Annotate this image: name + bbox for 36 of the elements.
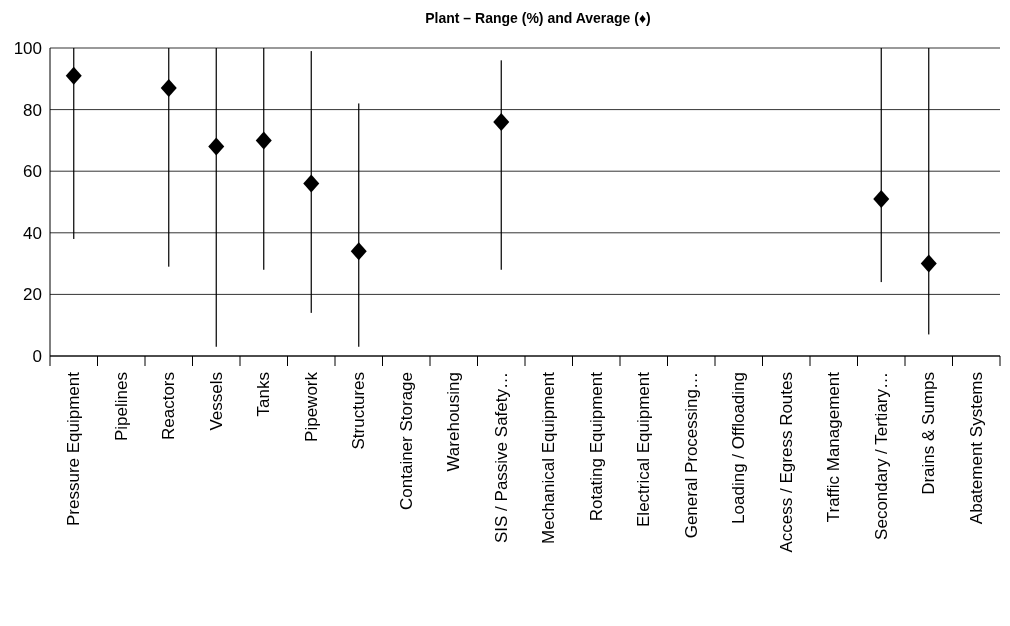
x-tick-label: Abatement Systems (966, 372, 986, 525)
x-tick-label: Traffic Management (824, 371, 844, 523)
point (160, 79, 177, 98)
x-tick-label: Loading / Offloading (729, 372, 749, 524)
point (255, 131, 272, 150)
y-tick-label: 20 (23, 285, 42, 305)
y-tick-label: 40 (23, 223, 42, 243)
x-tick-label: Vessels (206, 372, 226, 431)
x-tick-label: Electrical Equipment (634, 371, 654, 527)
x-tick-label: Pipelines (111, 372, 131, 441)
y-tick-label: 100 (13, 39, 42, 59)
x-tick-label: Structures (349, 372, 369, 450)
x-tick-label: SIS / Passive Safety… (491, 372, 511, 544)
x-tick-label: Container Storage (396, 372, 416, 510)
point (920, 254, 937, 273)
x-tick-label: Mechanical Equipment (539, 371, 559, 544)
point (208, 137, 225, 156)
point (873, 189, 890, 208)
x-tick-label: Pipework (301, 371, 321, 442)
point (65, 66, 82, 85)
x-tick-label: Access / Egress Routes (776, 372, 796, 553)
point (303, 174, 320, 193)
x-tick-label: Reactors (159, 372, 179, 441)
y-tick-label: 80 (23, 100, 42, 120)
point (493, 112, 510, 131)
x-tick-label: Rotating Equipment (586, 371, 606, 522)
x-tick-label: Warehousing (444, 372, 464, 472)
x-tick-label: Drains & Sumps (919, 372, 939, 495)
x-tick-label: Secondary / Tertiary… (871, 372, 891, 540)
point (350, 242, 367, 261)
chart-title: Plant – Range (%) and Average (♦) (424, 9, 652, 28)
x-tick-label: General Processing… (681, 372, 701, 539)
y-tick-label: 0 (32, 347, 42, 367)
x-tick-label: Pressure Equipment (64, 371, 84, 527)
x-tick-label: Tanks (254, 372, 274, 417)
y-tick-label: 60 (23, 162, 42, 182)
